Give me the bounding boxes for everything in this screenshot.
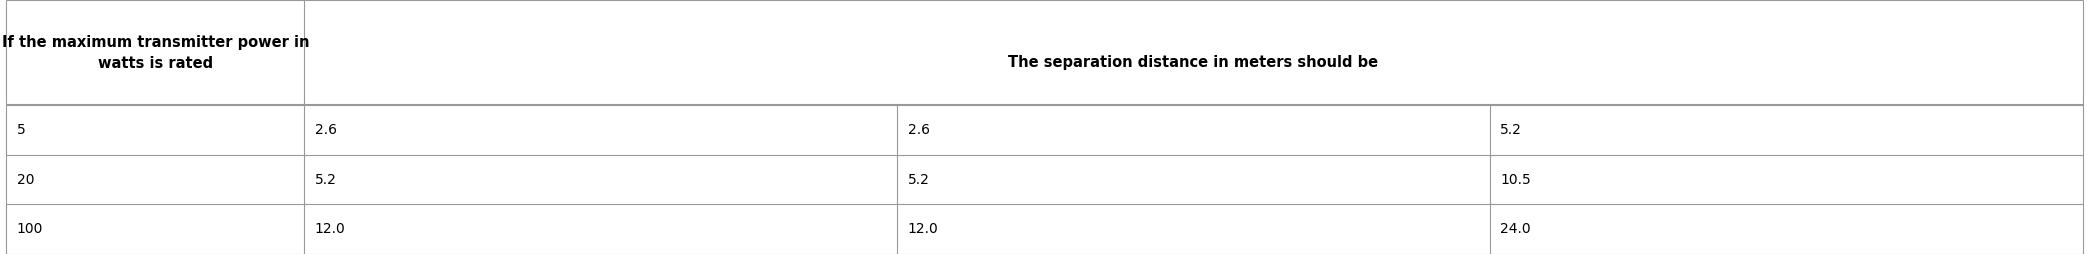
Text: 24.0: 24.0 — [1500, 222, 1531, 236]
Text: 5.2: 5.2 — [907, 173, 930, 187]
Text: 12.0: 12.0 — [907, 222, 938, 236]
Text: 10.5: 10.5 — [1500, 173, 1531, 187]
Text: 5.2: 5.2 — [1500, 123, 1523, 137]
Text: 12.0: 12.0 — [315, 222, 345, 236]
Text: 2.6: 2.6 — [907, 123, 930, 137]
Text: The separation distance in meters should be: The separation distance in meters should… — [1009, 55, 1379, 70]
Text: If the maximum transmitter power in
watts is rated: If the maximum transmitter power in watt… — [2, 35, 309, 71]
Text: 5.2: 5.2 — [315, 173, 336, 187]
Text: 2.6: 2.6 — [315, 123, 336, 137]
Text: 20: 20 — [17, 173, 33, 187]
Text: 5: 5 — [17, 123, 25, 137]
Text: 100: 100 — [17, 222, 44, 236]
